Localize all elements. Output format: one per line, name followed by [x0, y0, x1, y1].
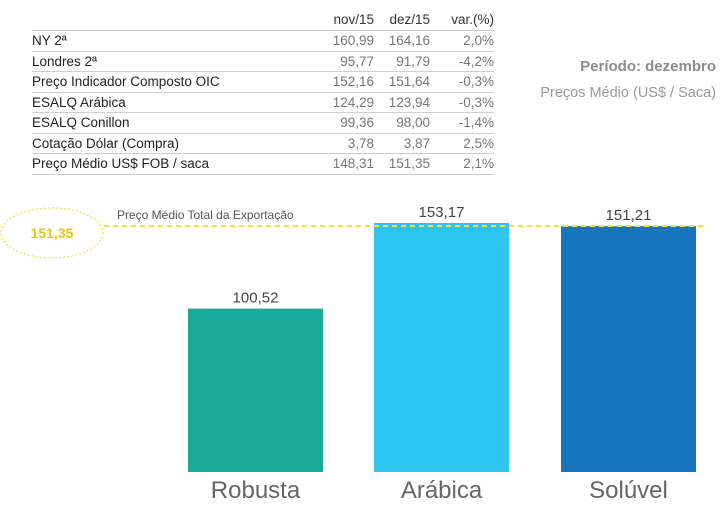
- row-label: Preço Indicador Composto OIC: [32, 74, 220, 90]
- table-row: Preço Médio US$ FOB / saca 148,31 151,35…: [32, 153, 494, 175]
- bar-value-label: 100,52: [233, 290, 279, 307]
- row-nov: 152,16: [332, 74, 374, 90]
- table-row: Preço Indicador Composto OIC 152,16 151,…: [32, 71, 494, 92]
- row-var: 2,5%: [463, 135, 494, 151]
- category-label: Robusta: [211, 477, 301, 504]
- table-row: ESALQ Arábica 124,29 123,94 -0,3%: [32, 91, 494, 113]
- row-nov: 99,36: [340, 115, 374, 131]
- row-label: NY 2ª: [32, 33, 67, 49]
- table-header: nov/15 dez/15 var.(%): [32, 8, 494, 30]
- price-table: nov/15 dez/15 var.(%) NY 2ª 160,99 164,1…: [32, 8, 494, 175]
- row-var: 2,1%: [463, 156, 494, 172]
- chart-subtitle: Preços Médio (US$ / Saca): [540, 85, 716, 101]
- row-nov: 95,77: [340, 53, 374, 69]
- row-nov: 124,29: [332, 94, 374, 110]
- row-label: ESALQ Arábica: [32, 94, 126, 110]
- row-var: 2,0%: [463, 33, 494, 49]
- row-var: -1,4%: [458, 115, 494, 131]
- row-dez: 3,87: [403, 135, 430, 151]
- table-row: ESALQ Conillon 99,36 98,00 -1,4%: [32, 112, 494, 133]
- reference-line-label: Preço Médio Total da Exportação: [117, 208, 294, 222]
- bar-arábica: [374, 223, 509, 472]
- row-dez: 164,16: [388, 33, 430, 49]
- table-row: Cotação Dólar (Compra) 3,78 3,87 2,5%: [32, 132, 494, 154]
- table-row: Londres 2ª 95,77 91,79 -4,2%: [32, 50, 494, 72]
- category-label: Arábica: [401, 477, 483, 504]
- row-dez: 151,64: [388, 74, 430, 90]
- row-var: -4,2%: [458, 53, 494, 69]
- row-dez: 91,79: [396, 53, 430, 69]
- row-var: -0,3%: [458, 94, 494, 110]
- row-dez: 98,00: [396, 115, 430, 131]
- bar-robusta: [188, 308, 323, 472]
- row-label: Londres 2ª: [32, 53, 98, 69]
- bar-value-label: 151,21: [606, 207, 652, 224]
- row-dez: 151,35: [388, 156, 430, 172]
- table-row: NY 2ª 160,99 164,16 2,0%: [32, 30, 494, 51]
- header-var: var.(%): [451, 11, 494, 27]
- header-dez: dez/15: [389, 11, 430, 27]
- row-var: -0,3%: [458, 74, 494, 90]
- header-nov: nov/15: [333, 11, 374, 27]
- bar-solúvel: [561, 226, 696, 472]
- row-label: Cotação Dólar (Compra): [32, 135, 180, 151]
- reference-value-circle: [0, 207, 104, 259]
- row-label: ESALQ Conillon: [32, 115, 130, 131]
- period-label: Período: dezembro: [580, 58, 716, 75]
- row-dez: 123,94: [388, 94, 430, 110]
- row-nov: 3,78: [347, 135, 374, 151]
- row-nov: 160,99: [332, 33, 374, 49]
- row-nov: 148,31: [332, 156, 374, 172]
- row-label: Preço Médio US$ FOB / saca: [32, 156, 210, 172]
- category-label: Solúvel: [589, 477, 668, 504]
- bar-value-label: 153,17: [419, 204, 465, 221]
- reference-value-label: 151,35: [31, 225, 74, 241]
